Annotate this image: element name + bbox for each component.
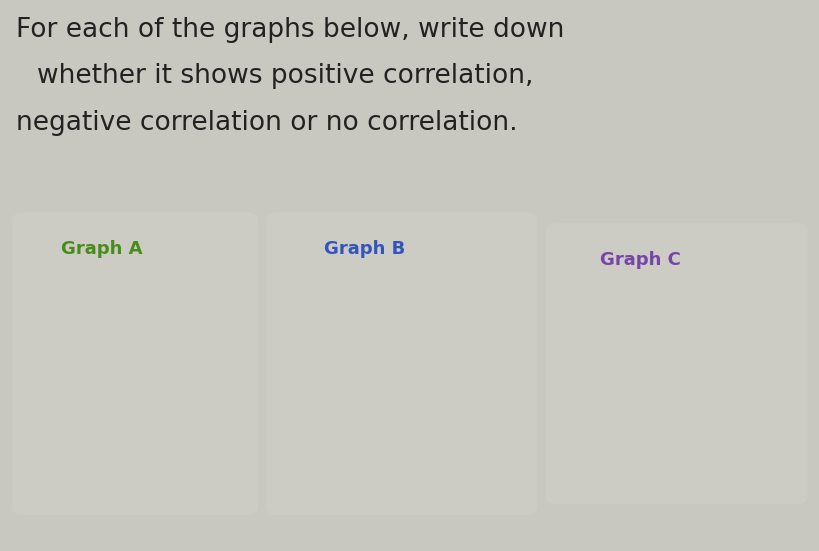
Text: 0: 0 — [569, 480, 578, 494]
Point — [610, 376, 623, 385]
Point — [185, 460, 198, 468]
Point — [720, 436, 733, 445]
Text: 0: 0 — [42, 493, 50, 506]
Text: whether it shows positive correlation,: whether it shows positive correlation, — [37, 63, 532, 89]
Point — [617, 349, 630, 358]
Point — [440, 298, 453, 307]
Text: negative correlation or no correlation.: negative correlation or no correlation. — [16, 110, 518, 136]
Point — [627, 402, 640, 411]
Point — [97, 334, 110, 343]
Point — [172, 439, 185, 447]
Point — [341, 439, 354, 447]
Point — [110, 355, 123, 364]
Point — [665, 413, 678, 422]
Point — [428, 329, 441, 338]
Point — [139, 397, 152, 406]
Point — [380, 380, 393, 389]
Point — [84, 313, 97, 322]
Text: Graph B: Graph B — [324, 240, 405, 258]
Point — [604, 312, 618, 321]
Point — [696, 329, 709, 338]
Text: 0: 0 — [294, 493, 303, 506]
Point — [413, 350, 426, 359]
Point — [328, 453, 342, 462]
Point — [70, 292, 84, 301]
Point — [126, 376, 139, 385]
Point — [679, 305, 692, 314]
Point — [686, 366, 699, 375]
Point — [657, 372, 670, 381]
Point — [668, 342, 681, 351]
Point — [154, 418, 167, 426]
Point — [368, 401, 381, 410]
Point — [703, 387, 716, 396]
Point — [400, 365, 414, 374]
Point — [645, 334, 658, 343]
Text: Graph A: Graph A — [61, 240, 143, 258]
Text: Graph C: Graph C — [600, 251, 681, 269]
Text: For each of the graphs below, write down: For each of the graphs below, write down — [16, 17, 564, 42]
